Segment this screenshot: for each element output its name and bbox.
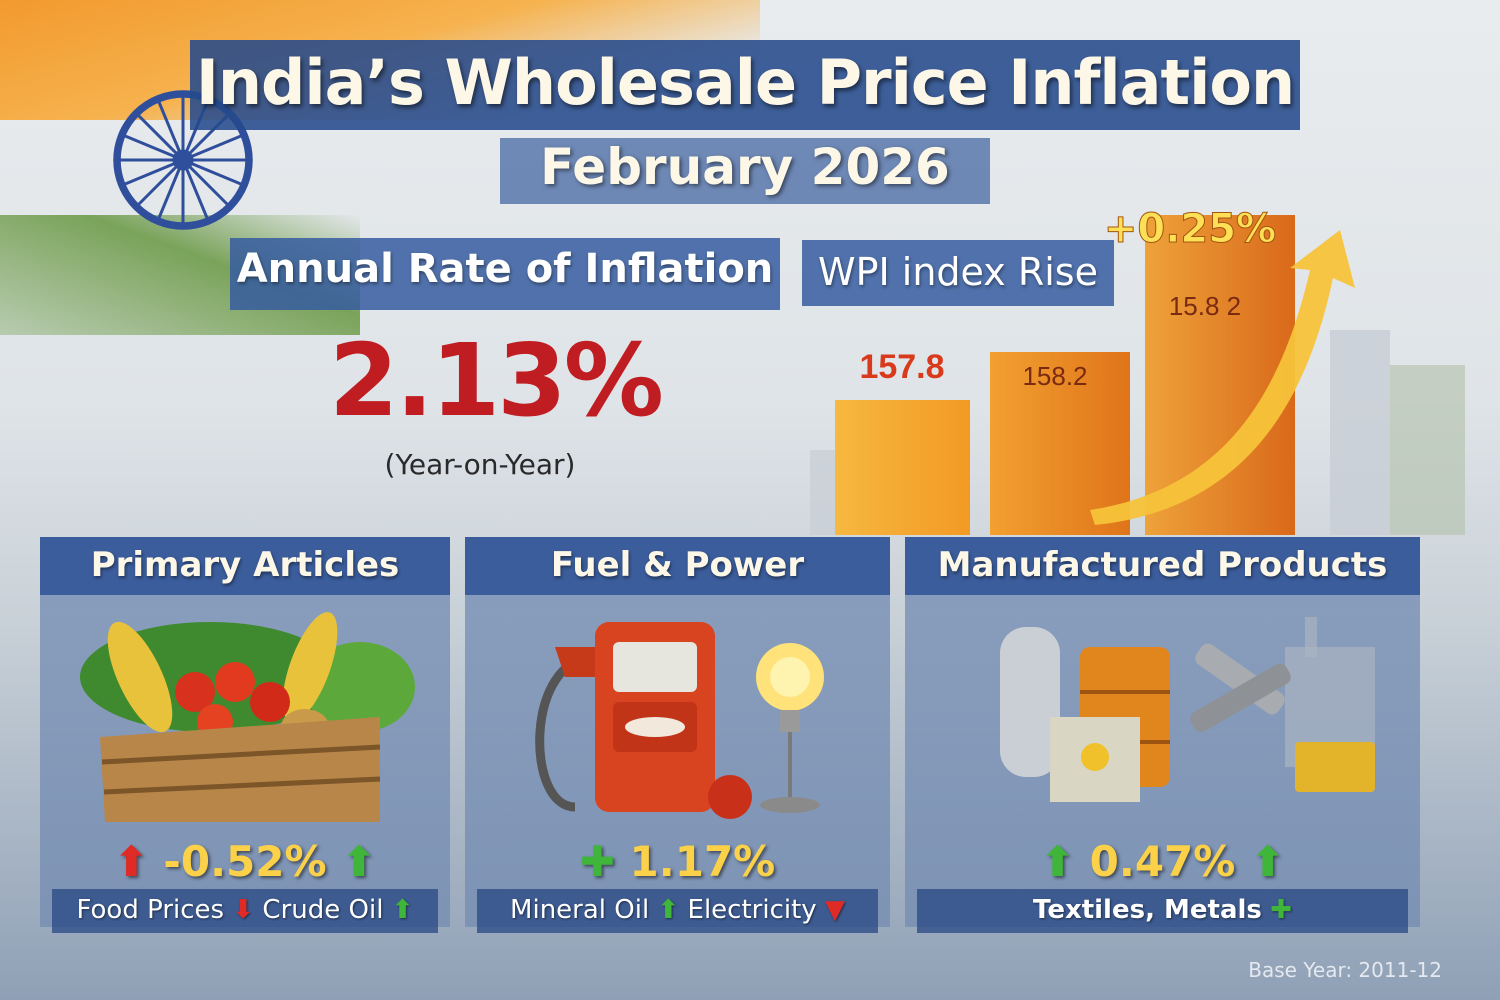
base-year-note: Base Year: 2011-12 (1248, 958, 1442, 982)
panel-footer-text: Textiles, Metals ✚ (905, 895, 1420, 925)
panel-header (40, 537, 450, 595)
arrow-up-green-icon: ⬆ (1039, 837, 1076, 886)
wpi-bars-illustration: 157.8 158.2 15.8 2 +0.25% (810, 206, 1465, 535)
wpi-bar-label: 157.8 (859, 348, 944, 386)
trend-arrow-icon (1090, 230, 1355, 525)
background-building (1330, 330, 1390, 535)
annual-rate-banner (230, 238, 780, 310)
food-prices-label: Food Prices (76, 895, 225, 925)
vegetable-crate-icon (80, 612, 415, 822)
industrial-goods-icon (1000, 617, 1375, 802)
panel-title: Fuel & Power (550, 545, 805, 585)
wpi-label: WPI index Rise (818, 250, 1098, 294)
arrow-up-icon: ⬆ (657, 895, 680, 925)
background-building (1390, 365, 1465, 535)
annual-rate-label: Annual Rate of Inflation (236, 246, 774, 292)
panel-footer (917, 889, 1408, 933)
panel-footer (52, 889, 438, 933)
manufactured-products-value: 0.47% (1089, 837, 1236, 886)
arrow-up-icon: ⬆ (391, 895, 414, 925)
panel-footer-text: Mineral Oil ⬆ Electricity ▼ (465, 895, 890, 925)
panel-footer (477, 889, 878, 933)
plus-green-icon: ✚ (579, 837, 615, 886)
arrow-up-red-icon: ⬆ (113, 837, 149, 886)
panel-title: Primary Articles (90, 545, 400, 585)
panel-footer-text: Food Prices ⬇ Crude Oil ⬆ (40, 895, 450, 925)
page-subtitle: February 2026 (540, 138, 950, 196)
annual-rate-note: (Year-on-Year) (384, 448, 576, 481)
wpi-bar-label: 15.8 2 (1169, 291, 1241, 321)
arrow-down-icon: ▼ (824, 895, 845, 925)
title-banner (190, 40, 1300, 130)
panel-value: ⬆ 0.47% ⬆ (905, 837, 1420, 886)
arrow-up-green-icon: ⬆ (341, 837, 377, 886)
manufactured-products-panel: Manufactured Products ⬆ 0.47% ⬆ Textiles… (905, 537, 1420, 933)
panel-value: ✚ 1.17% (465, 837, 890, 886)
fuel-power-panel: Fuel & Power ✚ 1.17% Mineral Oil ⬆ Elect… (465, 537, 890, 933)
mineral-oil-label: Mineral Oil (510, 895, 650, 925)
wpi-bar-1 (835, 400, 970, 535)
fuel-pump-and-bulb-icon (535, 622, 824, 819)
primary-articles-panel: Primary Articles ⬆ -0.52% ⬆ Food Prices … (40, 537, 450, 933)
arrow-down-icon: ⬇ (232, 895, 255, 925)
page-title: India’s Wholesale Price Inflation (195, 46, 1295, 119)
annual-rate-value: 2.13% (329, 322, 664, 439)
ashoka-chakra-icon (113, 90, 253, 230)
subtitle-banner (500, 138, 990, 204)
crude-oil-label: Crude Oil (262, 895, 384, 925)
primary-articles-value: -0.52% (163, 837, 327, 886)
panel-value: ⬆ -0.52% ⬆ (40, 837, 450, 886)
panel-header (905, 537, 1420, 595)
electricity-label: Electricity (687, 895, 817, 925)
wpi-bar-3 (1145, 215, 1295, 535)
panel-title: Manufactured Products (937, 545, 1388, 585)
panel-header (465, 537, 890, 595)
wpi-bar-2 (990, 352, 1130, 535)
plus-icon: ✚ (1270, 895, 1292, 925)
wpi-banner (802, 240, 1114, 306)
arrow-up-green-icon: ⬆ (1249, 837, 1286, 886)
wpi-change-value: +0.25% (1104, 206, 1276, 252)
fuel-power-value: 1.17% (629, 837, 776, 886)
textiles-metals-label: Textiles, Metals (1033, 895, 1262, 925)
wpi-bar-label: 158.2 (1022, 361, 1087, 391)
